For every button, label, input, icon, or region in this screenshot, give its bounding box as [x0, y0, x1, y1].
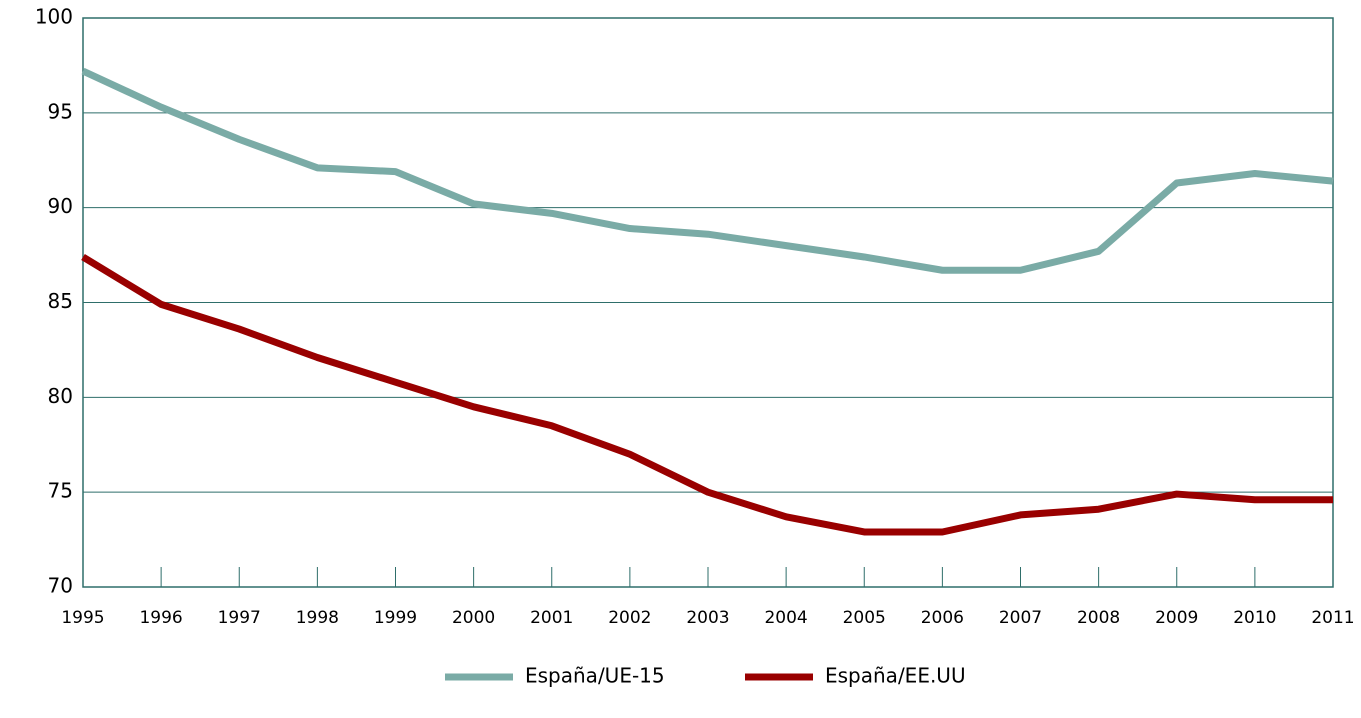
series-line: [81, 67, 1334, 274]
x-tick-label: 2007: [999, 608, 1042, 628]
legend-label: España/UE-15: [525, 664, 665, 688]
x-tick-label: 2009: [1155, 608, 1198, 628]
y-tick-label: 85: [48, 289, 73, 313]
x-tick-label: 2002: [608, 608, 651, 628]
y-tick-label: 70: [48, 574, 73, 598]
plot-frame: [82, 17, 1334, 588]
legend-label: España/EE.UU: [825, 664, 966, 688]
x-tick-label: 2001: [530, 608, 573, 628]
x-tick-label: 1999: [374, 608, 417, 628]
x-tick-label: 1995: [61, 608, 104, 628]
x-tick-label: 2006: [921, 608, 964, 628]
x-tick-label: 2003: [686, 608, 729, 628]
x-tick-label: 2010: [1233, 608, 1276, 628]
y-tick-label: 100: [35, 5, 73, 29]
x-tick-label: 2000: [452, 608, 495, 628]
y-tick-label: 95: [48, 99, 73, 123]
x-tick-label: 2011: [1311, 608, 1354, 628]
x-tick-label: 2005: [843, 608, 886, 628]
y-tick-label: 90: [48, 194, 73, 218]
x-tick-label: 1996: [139, 608, 182, 628]
x-tick-label: 1997: [218, 608, 261, 628]
series-line: [81, 253, 1333, 536]
y-tick-label: 80: [48, 384, 73, 408]
y-tick-label: 75: [48, 479, 73, 503]
x-tick-label: 2008: [1077, 608, 1120, 628]
x-tick-label: 2004: [764, 608, 807, 628]
x-tick-label: 1998: [296, 608, 339, 628]
